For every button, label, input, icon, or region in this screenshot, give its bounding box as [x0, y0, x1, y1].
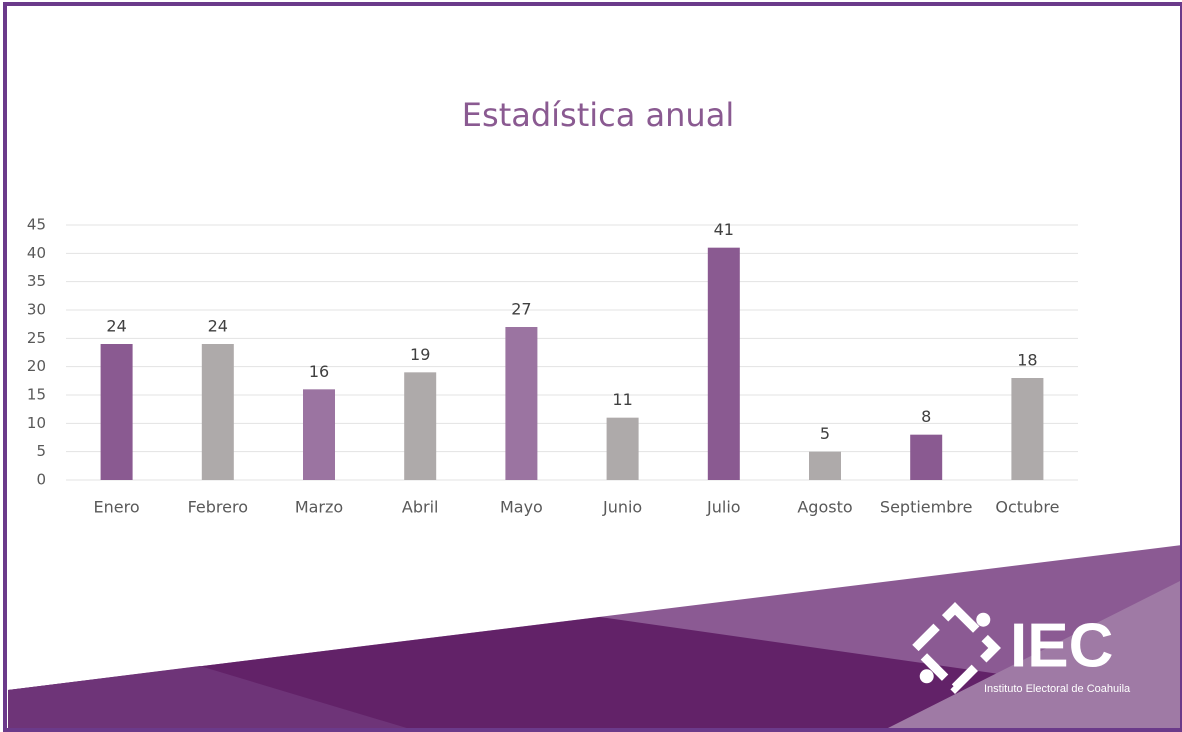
- x-tick-label: Mayo: [500, 498, 543, 517]
- data-label: 41: [714, 220, 734, 239]
- bar: [809, 451, 841, 480]
- data-label: 11: [612, 390, 632, 409]
- bar: [707, 247, 740, 480]
- bar: [606, 417, 639, 480]
- y-tick-label: 25: [27, 329, 46, 347]
- bar: [505, 327, 538, 480]
- chart-title: Estadística anual: [462, 96, 734, 134]
- data-label: 8: [921, 407, 931, 426]
- logo: IEC Instituto Electoral de Coahuila: [909, 602, 1131, 695]
- y-tick-label: 15: [27, 386, 46, 404]
- bar: [910, 434, 943, 480]
- x-tick-label: Julio: [706, 498, 741, 517]
- y-tick-label: 20: [27, 357, 46, 375]
- data-label: 27: [511, 300, 531, 319]
- x-tick-label: Enero: [94, 498, 140, 517]
- x-tick-label: Abril: [402, 498, 439, 517]
- logo-subtitle: Instituto Electoral de Coahuila: [984, 683, 1131, 695]
- y-tick-label: 0: [36, 471, 46, 489]
- y-tick-label: 5: [36, 442, 46, 460]
- data-label: 5: [820, 424, 830, 443]
- bar: [100, 344, 133, 480]
- bar: [201, 344, 234, 480]
- x-tick-label: Marzo: [295, 498, 343, 517]
- data-label: 18: [1017, 351, 1037, 370]
- y-tick-label: 10: [27, 414, 46, 432]
- x-tick-label: Septiembre: [880, 498, 973, 517]
- y-tick-label: 35: [27, 272, 46, 290]
- bar: [1011, 378, 1044, 480]
- bar: [303, 389, 335, 480]
- decor-band-light: [880, 580, 1182, 732]
- x-tick-label: Febrero: [188, 498, 248, 517]
- bar: [404, 372, 437, 480]
- data-label: 19: [410, 345, 430, 364]
- data-label: 24: [208, 317, 228, 336]
- logo-text: IEC: [1010, 611, 1113, 680]
- x-tick-label: Junio: [602, 498, 642, 517]
- y-tick-label: 30: [27, 301, 46, 319]
- frame: [3, 2, 1182, 732]
- y-tick-label: 40: [27, 244, 46, 262]
- data-label: 16: [309, 362, 329, 381]
- x-tick-label: Agosto: [797, 498, 852, 517]
- decor-band-mid: [8, 666, 420, 732]
- data-label: 24: [106, 317, 126, 336]
- x-tick-label: Octubre: [995, 498, 1059, 517]
- y-tick-label: 45: [27, 216, 46, 234]
